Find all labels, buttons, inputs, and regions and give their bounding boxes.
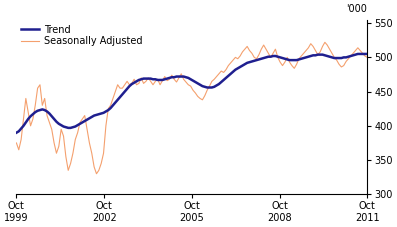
Seasonally Adjusted [365, 56, 370, 59]
Seasonally Adjusted [155, 78, 160, 81]
Seasonally Adjusted [259, 48, 264, 51]
Text: '000: '000 [347, 4, 367, 14]
Seasonally Adjusted [132, 78, 137, 81]
Trend [198, 83, 202, 86]
Line: Seasonally Adjusted: Seasonally Adjusted [16, 42, 367, 174]
Trend [256, 58, 261, 61]
Trend [14, 131, 19, 134]
Seasonally Adjusted [306, 47, 311, 49]
Trend [304, 56, 308, 59]
Seasonally Adjusted [14, 142, 19, 144]
Seasonally Adjusted [200, 99, 205, 101]
Legend: Trend, Seasonally Adjusted: Trend, Seasonally Adjusted [21, 25, 142, 46]
Seasonally Adjusted [214, 75, 219, 78]
Trend [212, 85, 217, 88]
Line: Trend: Trend [16, 54, 367, 133]
Trend [129, 83, 134, 85]
Seasonally Adjusted [322, 41, 327, 44]
Trend [153, 78, 158, 81]
Seasonally Adjusted [94, 172, 99, 175]
Trend [355, 53, 360, 55]
Trend [365, 53, 370, 55]
